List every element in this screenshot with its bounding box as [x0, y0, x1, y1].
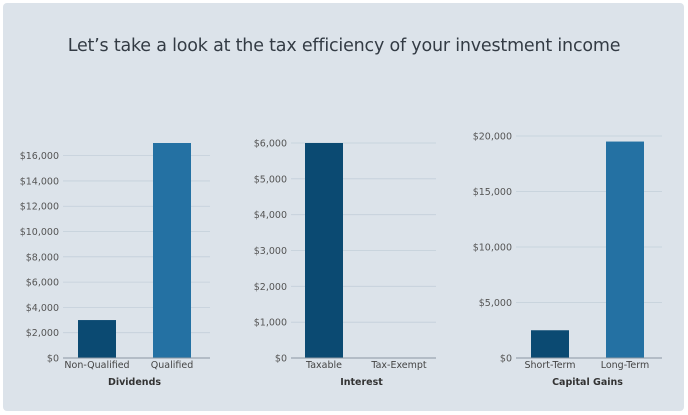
x-axis-title: Dividends — [108, 377, 161, 388]
page-title: Let’s take a look at the tax efficiency … — [67, 36, 621, 56]
x-tick-label: Qualified — [151, 360, 193, 371]
y-tick-label: $2,000 — [254, 282, 287, 293]
x-tick-label: Short-Term — [524, 360, 575, 371]
y-tick-label: $0 — [275, 354, 287, 365]
y-tick-label: $12,000 — [20, 202, 59, 213]
y-tick-label: $6,000 — [254, 139, 287, 150]
x-tick-label: Taxable — [305, 360, 342, 371]
y-tick-label: $10,000 — [20, 227, 59, 238]
bar-short-term — [531, 330, 569, 358]
bar-non-qualified — [78, 320, 116, 358]
y-tick-label: $2,000 — [26, 328, 59, 339]
x-axis-title: Interest — [340, 377, 383, 388]
x-axis-title: Capital Gains — [552, 377, 623, 388]
x-tick-label: Long-Term — [601, 360, 650, 371]
y-tick-label: $15,000 — [473, 187, 512, 198]
y-tick-label: $6,000 — [26, 278, 59, 289]
bar-long-term — [606, 141, 644, 358]
y-tick-label: $16,000 — [20, 151, 59, 162]
y-tick-label: $10,000 — [473, 243, 512, 254]
y-tick-label: $1,000 — [254, 318, 287, 329]
chart-panel — [3, 3, 684, 411]
x-tick-label: Tax-Exempt — [370, 360, 427, 371]
y-tick-label: $20,000 — [473, 132, 512, 143]
y-tick-label: $3,000 — [254, 246, 287, 257]
y-tick-label: $0 — [500, 354, 512, 365]
y-tick-label: $5,000 — [479, 298, 512, 309]
x-tick-label: Non-Qualified — [64, 360, 129, 371]
y-tick-label: $5,000 — [254, 174, 287, 185]
y-tick-label: $14,000 — [20, 176, 59, 187]
y-tick-label: $4,000 — [254, 210, 287, 221]
y-tick-label: $8,000 — [26, 252, 59, 263]
y-tick-label: $0 — [47, 354, 59, 365]
y-tick-label: $4,000 — [26, 303, 59, 314]
bar-taxable — [305, 143, 343, 358]
bar-qualified — [153, 143, 191, 358]
